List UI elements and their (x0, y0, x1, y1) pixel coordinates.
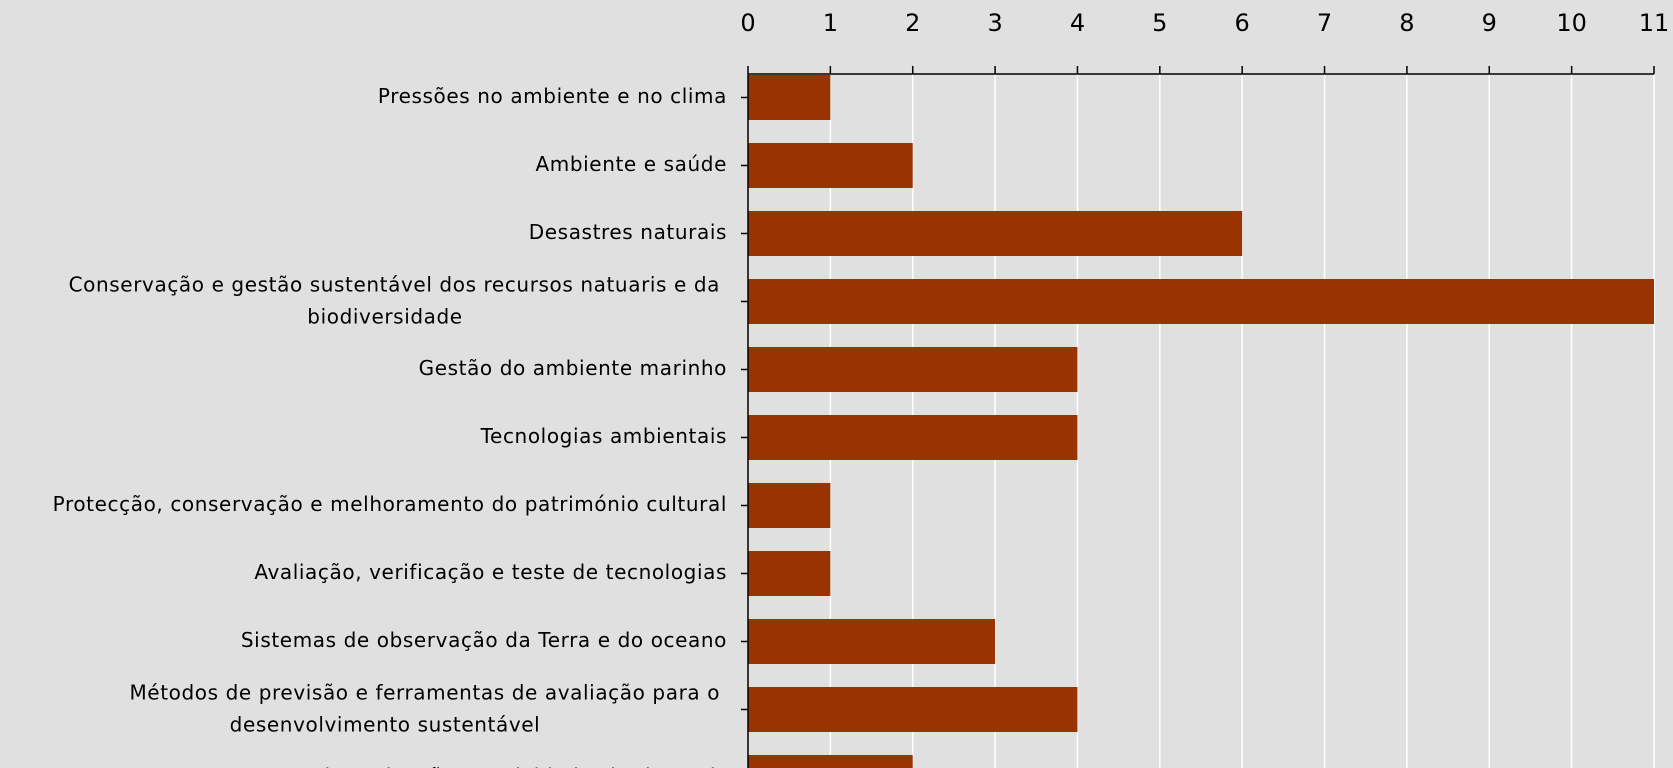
x-tick-label: 7 (1317, 9, 1332, 37)
label-line: desenvolvimento sustentável (230, 712, 541, 736)
bar (748, 347, 1078, 392)
bar (748, 279, 1654, 324)
y-tick-label: Disseminação e actividades horizontais (309, 764, 727, 768)
y-tick-label: Tecnologias ambientais (480, 424, 727, 448)
label-line: Métodos de previsão e ferramentas de ava… (129, 680, 727, 704)
bar (748, 687, 1078, 732)
bar (748, 143, 913, 188)
y-tick-label: Métodos de previsão e ferramentas de ava… (129, 680, 727, 736)
bar (748, 75, 831, 120)
x-tick-label: 9 (1482, 9, 1497, 37)
y-tick-label: Ambiente e saúde (535, 152, 727, 176)
y-tick-label: Conservação e gestão sustentável dos rec… (69, 272, 727, 328)
bar (748, 415, 1078, 460)
x-tick-label: 8 (1399, 9, 1414, 37)
x-tick-label: 10 (1556, 9, 1587, 37)
bar (748, 551, 831, 596)
bar (748, 755, 913, 768)
label-line: biodiversidade (307, 304, 462, 328)
x-tick-label: 6 (1235, 9, 1250, 37)
bar (748, 211, 1243, 256)
y-tick-label: Sistemas de observação da Terra e do oce… (241, 628, 727, 652)
label-line: Conservação e gestão sustentável dos rec… (69, 272, 727, 296)
x-tick-label: 3 (987, 9, 1002, 37)
y-tick-label: Pressões no ambiente e no clima (378, 84, 727, 108)
y-tick-label: Gestão do ambiente marinho (419, 356, 727, 380)
x-tick-label: 0 (740, 9, 755, 37)
x-tick-label: 11 (1639, 9, 1670, 37)
y-tick-label: Protecção, conservação e melhoramento do… (53, 492, 727, 516)
bar (748, 619, 996, 664)
bar (748, 483, 831, 528)
y-tick-label: Desastres naturais (529, 220, 727, 244)
x-tick-label: 4 (1070, 9, 1085, 37)
x-tick-label: 5 (1152, 9, 1167, 37)
x-tick-label: 1 (823, 9, 838, 37)
x-tick-label: 2 (905, 9, 920, 37)
y-tick-label: Avaliação, verificação e teste de tecnol… (254, 560, 727, 584)
